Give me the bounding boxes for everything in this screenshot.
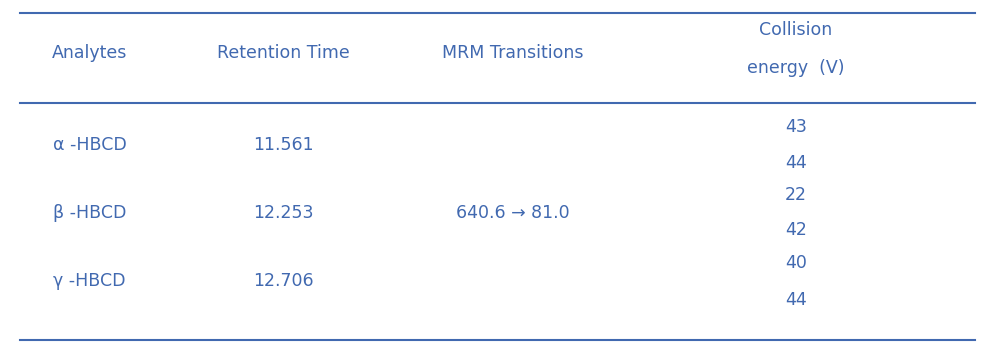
- Text: 12.706: 12.706: [253, 273, 313, 291]
- Text: 22: 22: [784, 186, 806, 204]
- Text: Analytes: Analytes: [52, 44, 127, 62]
- Text: γ -HBCD: γ -HBCD: [54, 273, 125, 291]
- Text: Collision: Collision: [758, 21, 832, 39]
- Text: α -HBCD: α -HBCD: [53, 136, 126, 154]
- Text: 11.561: 11.561: [253, 136, 313, 154]
- Text: β -HBCD: β -HBCD: [53, 203, 126, 221]
- Text: 640.6 → 81.0: 640.6 → 81.0: [455, 203, 569, 221]
- Text: energy  (V): energy (V): [746, 59, 844, 77]
- Text: Retention Time: Retention Time: [217, 44, 350, 62]
- Text: 12.253: 12.253: [253, 203, 313, 221]
- Text: 44: 44: [784, 154, 806, 172]
- Text: MRM Transitions: MRM Transitions: [441, 44, 582, 62]
- Text: 42: 42: [784, 221, 806, 239]
- Text: 40: 40: [784, 254, 806, 272]
- Text: 44: 44: [784, 291, 806, 309]
- Text: 43: 43: [784, 118, 806, 136]
